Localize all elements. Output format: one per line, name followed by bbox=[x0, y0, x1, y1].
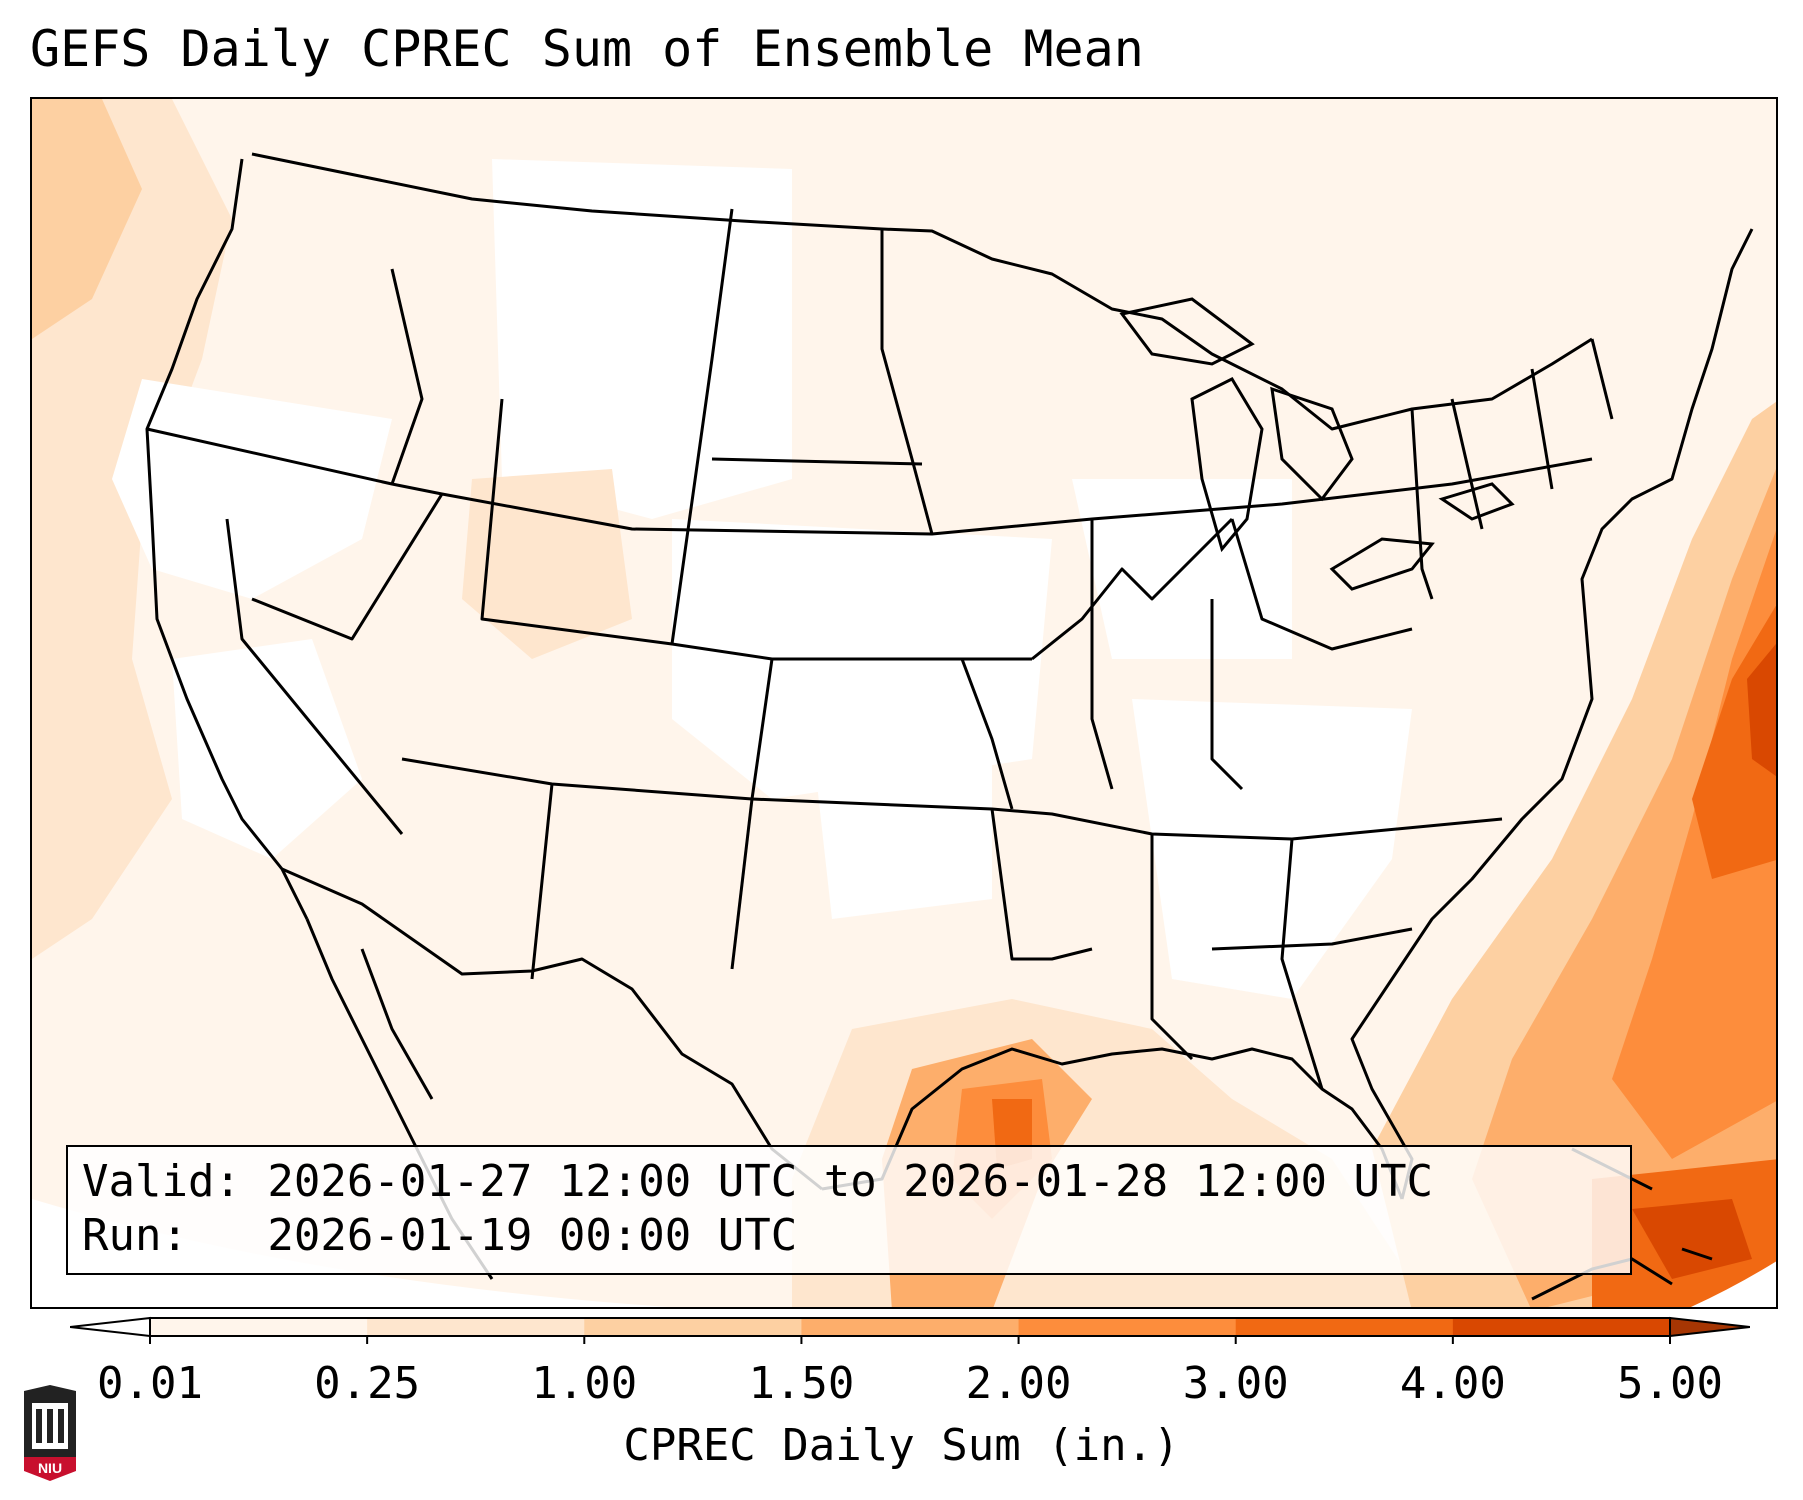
colorbar-over-arrow bbox=[1669, 1316, 1750, 1338]
colorbar-tick-label: 0.01 bbox=[97, 1358, 203, 1409]
colorbar-segment bbox=[1452, 1318, 1671, 1336]
colorbar-segment bbox=[584, 1318, 802, 1336]
niu-logo: NIU bbox=[24, 1385, 76, 1481]
great-lakes bbox=[1119, 297, 1515, 591]
run-line: Run: 2026-01-19 00:00 UTC bbox=[82, 1210, 798, 1261]
colorbar-frame bbox=[149, 1317, 1671, 1337]
colorbar-segment bbox=[1018, 1318, 1237, 1336]
colorbar-tick-label: 1.00 bbox=[531, 1358, 638, 1409]
colorbar-tick-label: 3.00 bbox=[1182, 1358, 1289, 1409]
valid-time-box: Valid: 2026-01-27 12:00 UTC to 2026-01-2… bbox=[66, 1145, 1632, 1275]
projection-corner-bottom-right bbox=[1690, 1261, 1776, 1307]
colorbar-tick-label: 5.00 bbox=[1617, 1358, 1723, 1409]
map-title: GEFS Daily CPREC Sum of Ensemble Mean bbox=[30, 20, 1144, 78]
precip-map bbox=[30, 97, 1778, 1309]
valid-line: Valid: 2026-01-27 12:00 UTC to 2026-01-2… bbox=[82, 1156, 1434, 1207]
colorbar bbox=[70, 1316, 1750, 1344]
colorbar-segment bbox=[367, 1318, 585, 1336]
colorbar-segment bbox=[1235, 1318, 1454, 1336]
colorbar-segment bbox=[150, 1318, 368, 1336]
boundary-lines bbox=[145, 152, 1754, 1200]
colorbar-under-arrow bbox=[70, 1316, 151, 1338]
colorbar-tick-label: 2.00 bbox=[965, 1358, 1072, 1409]
colorbar-segment bbox=[801, 1318, 1020, 1336]
colorbar-tick-label: 4.00 bbox=[1399, 1358, 1506, 1409]
precip-map-canvas bbox=[32, 99, 1776, 1307]
colorbar-tick-label: 1.50 bbox=[748, 1358, 855, 1409]
svg-text:NIU: NIU bbox=[38, 1460, 62, 1476]
colorbar-tick-label: 0.25 bbox=[314, 1358, 421, 1409]
colorbar-label: CPREC Daily Sum (in.) bbox=[623, 1420, 1180, 1471]
projection-corner-bottom-left bbox=[32, 1199, 669, 1307]
